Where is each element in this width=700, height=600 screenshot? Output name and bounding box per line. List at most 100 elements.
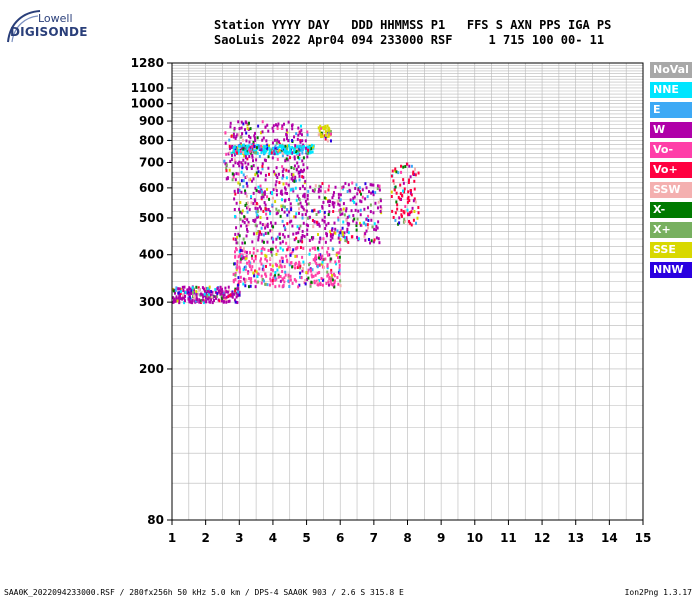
echo-point — [251, 265, 254, 269]
echo-point — [247, 150, 250, 154]
echo-point — [321, 206, 324, 210]
echo-point — [294, 215, 297, 219]
echo-point — [261, 167, 264, 171]
echo-point — [397, 222, 400, 226]
echo-point — [261, 277, 264, 281]
echo-point — [254, 279, 257, 283]
echo-point — [351, 181, 354, 185]
echo-point — [295, 236, 298, 240]
echo-point — [281, 219, 284, 223]
header-line-2: SaoLuis 2022 Apr04 094 233000 RSF 1 715 … — [214, 33, 605, 47]
echo-point — [312, 225, 315, 229]
echo-point — [326, 263, 329, 267]
echo-point — [301, 213, 304, 217]
legend-item-nnw: NNW — [650, 262, 692, 278]
echo-point — [307, 268, 310, 272]
echo-point — [296, 137, 299, 141]
echo-point — [299, 139, 302, 143]
echo-point — [257, 174, 260, 178]
echo-point — [349, 198, 352, 202]
echo-point — [284, 228, 287, 232]
echo-point — [391, 209, 394, 213]
echo-point — [311, 246, 314, 250]
echo-point — [292, 232, 295, 236]
echo-point — [276, 235, 279, 239]
echo-point — [283, 265, 286, 269]
echo-point — [261, 120, 264, 124]
echo-point — [319, 253, 322, 257]
echo-point — [300, 128, 303, 132]
echo-point — [225, 295, 228, 299]
echo-point — [259, 131, 262, 135]
echo-point — [264, 264, 267, 268]
echo-point — [283, 276, 286, 280]
echo-point — [314, 247, 317, 251]
echo-point — [242, 151, 245, 155]
echo-point — [346, 230, 349, 234]
echo-point — [222, 300, 225, 304]
echo-point — [243, 215, 246, 219]
echo-point — [233, 197, 236, 201]
echo-point — [300, 236, 303, 240]
echo-point — [337, 282, 340, 286]
echo-point — [272, 124, 275, 128]
echo-point — [331, 278, 334, 282]
echo-point — [341, 233, 344, 237]
echo-point — [249, 127, 252, 131]
echo-point — [275, 173, 278, 177]
echo-point — [278, 259, 281, 263]
echo-point — [272, 277, 275, 281]
echo-point — [289, 274, 292, 278]
echo-point — [286, 191, 289, 195]
echo-point — [393, 181, 396, 185]
echo-point — [222, 292, 225, 296]
echo-point — [200, 299, 203, 303]
echo-point — [327, 283, 330, 287]
echo-point — [268, 152, 271, 156]
echo-point — [379, 205, 382, 209]
echo-point — [290, 261, 293, 265]
echo-point — [306, 166, 309, 170]
legend-item-vo-: Vo- — [650, 142, 692, 158]
echo-point — [328, 253, 331, 257]
echo-point — [228, 168, 231, 172]
echo-point — [394, 169, 397, 173]
echo-point — [409, 211, 412, 215]
echo-point — [247, 144, 250, 148]
echo-point — [300, 133, 303, 137]
echo-point — [241, 209, 244, 213]
echo-point — [311, 209, 314, 213]
echo-point — [407, 190, 410, 194]
echo-point — [324, 133, 327, 137]
echo-point — [274, 146, 277, 150]
x-tick-label: 9 — [437, 531, 445, 545]
echo-point — [299, 271, 302, 275]
echo-point — [252, 259, 255, 263]
echo-point — [278, 265, 281, 269]
echo-point — [328, 130, 331, 134]
echo-point — [283, 138, 286, 142]
echo-point — [269, 148, 272, 152]
echo-point — [276, 138, 279, 142]
echo-point — [274, 271, 277, 275]
echo-point — [236, 263, 239, 267]
echo-point — [303, 168, 306, 172]
x-tick-label: 14 — [601, 531, 618, 545]
echo-point — [246, 210, 249, 214]
echo-point — [271, 247, 274, 251]
echo-point — [227, 295, 230, 299]
echo-point — [337, 259, 340, 263]
echo-point — [255, 146, 258, 150]
x-tick-label: 4 — [269, 531, 277, 545]
echo-point — [284, 145, 287, 149]
echo-point — [267, 166, 270, 170]
echo-point — [248, 148, 251, 152]
echo-point — [199, 301, 202, 305]
echo-point — [394, 185, 397, 189]
echo-point — [330, 282, 333, 286]
echo-point — [282, 283, 285, 287]
echo-point — [252, 201, 255, 205]
echo-point — [273, 138, 276, 142]
echo-point — [254, 173, 257, 177]
y-tick-label: 400 — [139, 248, 164, 262]
